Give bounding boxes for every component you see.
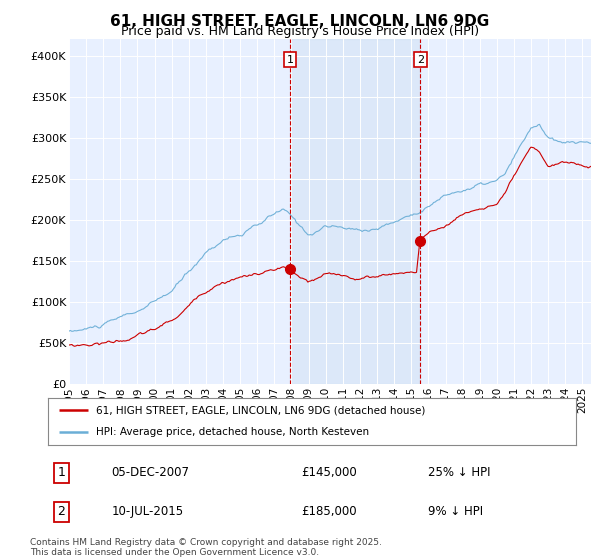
Text: 9% ↓ HPI: 9% ↓ HPI: [428, 506, 483, 519]
Text: 1: 1: [57, 466, 65, 479]
Text: 25% ↓ HPI: 25% ↓ HPI: [428, 466, 491, 479]
Text: Price paid vs. HM Land Registry's House Price Index (HPI): Price paid vs. HM Land Registry's House …: [121, 25, 479, 38]
Text: 61, HIGH STREET, EAGLE, LINCOLN, LN6 9DG: 61, HIGH STREET, EAGLE, LINCOLN, LN6 9DG: [110, 14, 490, 29]
Bar: [290, 39, 420, 384]
Text: 05-DEC-2007: 05-DEC-2007: [112, 466, 190, 479]
Text: 2: 2: [416, 55, 424, 65]
Text: 1: 1: [287, 55, 293, 65]
Text: 2: 2: [57, 506, 65, 519]
Text: £145,000: £145,000: [301, 466, 357, 479]
Text: HPI: Average price, detached house, North Kesteven: HPI: Average price, detached house, Nort…: [95, 427, 368, 437]
Text: £185,000: £185,000: [301, 506, 357, 519]
Text: Contains HM Land Registry data © Crown copyright and database right 2025.
This d: Contains HM Land Registry data © Crown c…: [30, 538, 382, 557]
Text: 61, HIGH STREET, EAGLE, LINCOLN, LN6 9DG (detached house): 61, HIGH STREET, EAGLE, LINCOLN, LN6 9DG…: [95, 405, 425, 416]
Text: 10-JUL-2015: 10-JUL-2015: [112, 506, 184, 519]
